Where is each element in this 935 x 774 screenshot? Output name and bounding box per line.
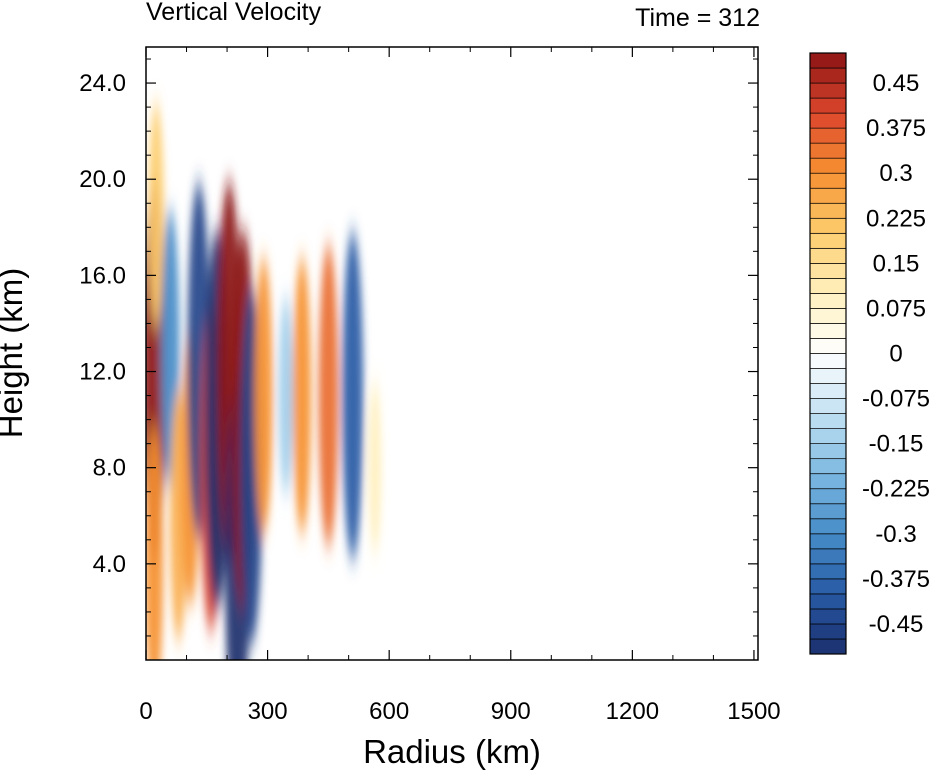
colorbar-tick-label: 0.15 [873, 250, 920, 277]
colorbar-bin [809, 217, 847, 234]
colorbar-bin [809, 428, 847, 444]
colorbar-bin [809, 443, 847, 460]
colorbar-bin [809, 187, 847, 204]
colorbar-bin [809, 398, 847, 414]
y-axis-label: Height (km) [0, 268, 29, 439]
y-tick-label: 4.0 [93, 551, 126, 578]
y-tick-label: 24.0 [79, 70, 126, 97]
colorbar-bin [809, 578, 847, 595]
chart-title: Vertical Velocity [146, 0, 322, 26]
colorbar-bin [809, 638, 847, 655]
plot-area [145, 46, 759, 661]
colorbar-tick-label: -0.15 [869, 431, 924, 458]
colorbar-bin [809, 593, 847, 610]
colorbar-bin [809, 263, 847, 279]
colorbar-tick-label: -0.45 [869, 611, 924, 638]
colorbar-bin [809, 202, 847, 219]
colorbar-bin [809, 308, 847, 324]
colorbar-bin [809, 533, 847, 550]
colorbar-bin [809, 157, 847, 174]
colorbar-tick-label: 0 [889, 341, 902, 368]
heatmap-cell [146, 425, 164, 660]
colorbar-bin [809, 232, 847, 249]
colorbar-bin [809, 52, 847, 69]
colorbar-bin [809, 82, 847, 99]
colorbar-bin [809, 172, 847, 189]
colorbar-bin [809, 623, 847, 640]
colorbar-bin [809, 142, 847, 159]
colorbar-tick-label: -0.375 [862, 566, 930, 593]
time-label: Time = 312 [635, 4, 760, 32]
colorbar-bin [809, 488, 847, 505]
y-axis: 4.0 8.0 12.0 16.0 20.0 24.0 [79, 58, 758, 637]
colorbar-bin [809, 608, 847, 625]
y-tick-label: 20.0 [79, 166, 126, 193]
colorbar-bin [809, 97, 847, 114]
colorbar-frame [809, 52, 847, 655]
colorbar-bin [809, 247, 847, 264]
colorbar-bin [809, 112, 847, 129]
x-axis-label: Radius (km) [363, 733, 541, 770]
colorbar-bin [809, 67, 847, 84]
colorbar-bin [809, 293, 847, 309]
colorbar-bin [809, 323, 847, 339]
heatmap-cell [368, 381, 382, 554]
heatmap-cell [148, 103, 164, 328]
colorbar-bin [809, 383, 847, 399]
heatmap-cell [254, 257, 273, 534]
colorbar-tick-label: 0.225 [866, 205, 926, 232]
colorbar-bin [809, 458, 847, 475]
heatmap-cell [318, 244, 339, 547]
x-tick-label: 300 [248, 698, 288, 725]
colorbar-tick-label: 0.075 [866, 295, 926, 322]
colorbar-bin [809, 278, 847, 294]
colorbar-bin [809, 127, 847, 144]
colorbar-tick-label: -0.075 [862, 386, 930, 413]
colorbar: -0.45 -0.375 -0.3 -0.225 -0.15 -0.075 0 0.075 0.… [809, 52, 930, 655]
x-tick-label: 600 [369, 698, 409, 725]
heatmap-cell [342, 231, 364, 560]
heatmap-cell [292, 257, 312, 534]
plot-frame [145, 46, 759, 661]
colorbar-bin [809, 503, 847, 520]
heatmap-cell [278, 296, 293, 495]
y-tick-label: 8.0 [93, 455, 126, 482]
colorbar-bin [809, 338, 847, 354]
colorbar-bin [809, 563, 847, 580]
x-tick-label: 1200 [606, 698, 659, 725]
heatmap-field [146, 103, 382, 660]
colorbar-bin [809, 413, 847, 429]
x-tick-label: 900 [491, 698, 531, 725]
y-tick-label: 16.0 [79, 262, 126, 289]
colorbar-tick-label: 0.375 [866, 115, 926, 142]
colorbar-tick-label: 0.45 [873, 70, 920, 97]
colorbar-bin [809, 368, 847, 384]
colorbar-bin [809, 548, 847, 565]
colorbar-bin [809, 473, 847, 490]
x-axis: 0 300 600 900 1200 1500 [139, 47, 781, 725]
x-tick-label: 1500 [727, 698, 780, 725]
colorbar-tick-label: -0.3 [875, 521, 916, 548]
y-tick-label: 12.0 [79, 359, 126, 386]
colorbar-tick-label: -0.225 [862, 476, 930, 503]
x-tick-label: 0 [139, 698, 152, 725]
colorbar-bin [809, 518, 847, 535]
colorbar-tick-label: 0.3 [879, 160, 912, 187]
colorbar-bin [809, 353, 847, 369]
